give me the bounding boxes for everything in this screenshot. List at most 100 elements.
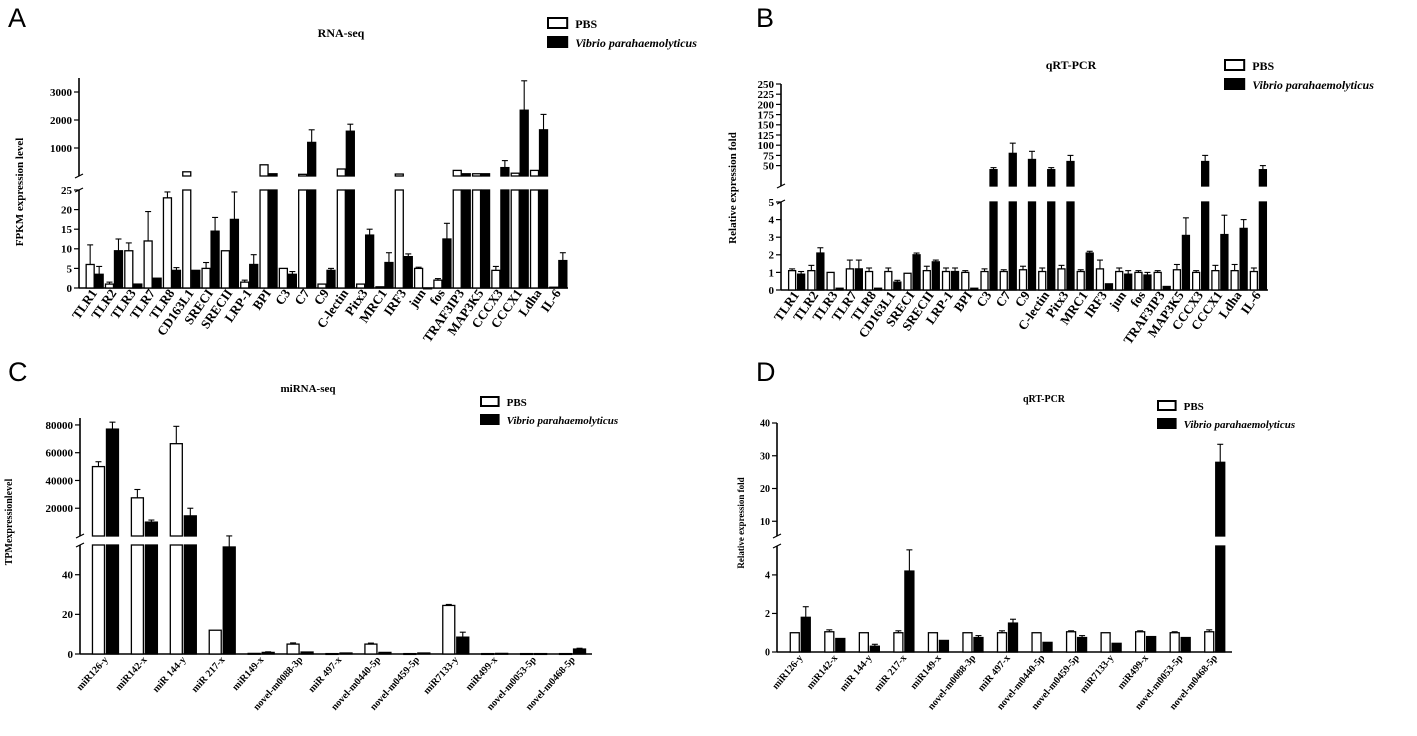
bar-vibrio-upper bbox=[989, 169, 998, 187]
bar-pbs bbox=[413, 267, 424, 289]
legend-label: PBS bbox=[1252, 59, 1274, 73]
bar-vibrio bbox=[422, 287, 433, 290]
bar-vibrio bbox=[113, 250, 124, 289]
legend-label: PBS bbox=[1184, 401, 1204, 413]
bar-pbs bbox=[1230, 269, 1239, 291]
x-category-label: C3 bbox=[973, 288, 995, 310]
bar-pbs bbox=[807, 269, 816, 291]
y-tick-label: 80000 bbox=[46, 420, 74, 432]
bar-vibrio-lower bbox=[989, 201, 998, 291]
bar-vibrio bbox=[835, 287, 844, 291]
bar-vibrio bbox=[1104, 283, 1114, 291]
bar-pbs bbox=[980, 270, 989, 291]
y-tick-label: 20 bbox=[760, 484, 770, 495]
bar-vibrio-upper bbox=[1008, 152, 1017, 187]
y-tick-label: 20 bbox=[61, 204, 73, 216]
y-axis: 0 2 4 10 20 30 40 bbox=[760, 419, 782, 659]
y-tick-label: 0 bbox=[68, 649, 74, 661]
bar-vibrio-lower bbox=[1027, 201, 1037, 291]
y-tick-label: 4 bbox=[769, 214, 775, 226]
bar-pbs bbox=[364, 643, 378, 655]
y-tick-label: 25 bbox=[61, 185, 73, 197]
bar-vibrio bbox=[364, 234, 375, 289]
bar-vibrio-lower bbox=[183, 544, 197, 655]
bar-vibrio bbox=[287, 273, 298, 289]
y-tick-label: 225 bbox=[758, 89, 775, 101]
x-category-label: IL-6 bbox=[537, 286, 564, 315]
bar-vibrio-upper bbox=[1201, 160, 1210, 187]
bar-pbs-upper bbox=[529, 169, 540, 177]
bar-vibrio bbox=[1180, 636, 1191, 653]
bar-vibrio-upper bbox=[268, 173, 278, 177]
legend: PBS Vibrio parahaemolyticus bbox=[480, 396, 619, 427]
bar-pbs bbox=[201, 267, 211, 289]
x-category-label: fos bbox=[1127, 288, 1148, 310]
y-axis-label: Relative expression fold bbox=[736, 477, 746, 568]
y-tick-label: 4 bbox=[765, 570, 770, 581]
bar-vibrio bbox=[1239, 227, 1248, 291]
bar-vibrio bbox=[572, 648, 587, 655]
bar-pbs-upper bbox=[130, 497, 145, 537]
legend-label: Vibrio parahaemolyticus bbox=[575, 36, 697, 50]
bar-pbs bbox=[1211, 269, 1220, 291]
bar-pbs bbox=[375, 286, 385, 289]
legend-swatch-pbs bbox=[547, 17, 569, 29]
y-tick-label: 20000 bbox=[46, 503, 74, 515]
y-tick-label: 20 bbox=[62, 609, 74, 621]
bar-vibrio bbox=[950, 270, 960, 291]
bar-pbs-lower bbox=[298, 189, 308, 289]
bar-pbs bbox=[903, 272, 912, 291]
bar-pbs bbox=[1169, 632, 1180, 653]
bar-vibrio bbox=[1143, 274, 1152, 291]
x-category-label: miR142-x bbox=[114, 655, 150, 693]
bar-vibrio bbox=[835, 637, 846, 653]
bar-vibrio-upper bbox=[500, 166, 510, 177]
legend-swatch-pbs bbox=[480, 396, 500, 407]
bar-vibrio-lower bbox=[1215, 545, 1226, 653]
chart-title: miRNA-seq bbox=[281, 383, 337, 395]
bar-pbs bbox=[858, 632, 869, 653]
axis-break-mark bbox=[772, 543, 782, 549]
legend-label: PBS bbox=[575, 17, 597, 31]
bar-pbs bbox=[247, 652, 261, 655]
bar-vibrio-upper bbox=[538, 129, 549, 177]
y-tick-label: 0 bbox=[67, 283, 73, 295]
bar-vibrio bbox=[1220, 233, 1229, 291]
bar-vibrio-lower bbox=[519, 189, 529, 289]
bar-pbs bbox=[1135, 631, 1146, 653]
y-tick-label: 125 bbox=[758, 130, 775, 142]
legend-swatch-pbs bbox=[1157, 400, 1177, 411]
bar-pbs bbox=[491, 269, 501, 289]
x-category-label: miR142-x bbox=[805, 653, 840, 692]
bar-pbs bbox=[558, 652, 573, 656]
bars bbox=[787, 142, 1268, 291]
bar-vibrio-lower bbox=[1066, 201, 1075, 291]
bar-vibrio bbox=[970, 287, 979, 291]
bar-vibrio bbox=[893, 281, 902, 291]
bar-pbs-upper bbox=[510, 172, 520, 177]
x-category-label: miR7133-y bbox=[1078, 653, 1116, 696]
bar-vibrio bbox=[1146, 635, 1157, 653]
bar-vibrio bbox=[94, 273, 104, 289]
x-category-label: miR 497-x bbox=[306, 655, 344, 695]
x-category-label: miR7133-y bbox=[422, 655, 461, 697]
bar-pbs bbox=[922, 269, 931, 291]
y-axis-label: FPKM expression level bbox=[14, 138, 26, 247]
bar-pbs bbox=[325, 652, 339, 656]
bar-pbs-lower bbox=[394, 189, 404, 289]
bar-pbs-lower bbox=[169, 544, 183, 655]
y-tick-label: 50 bbox=[763, 160, 775, 172]
bar-pbs-upper bbox=[182, 171, 192, 177]
y-tick-label: 3 bbox=[769, 232, 775, 244]
bar-vibrio-lower bbox=[1047, 201, 1056, 291]
bar-vibrio bbox=[869, 645, 880, 653]
bar-pbs-upper bbox=[471, 173, 482, 177]
bars bbox=[85, 80, 568, 290]
legend-label: Vibrio parahaemolyticus bbox=[507, 415, 619, 427]
axis-break-mark bbox=[772, 533, 782, 539]
bar-vibrio-lower bbox=[1008, 201, 1017, 291]
